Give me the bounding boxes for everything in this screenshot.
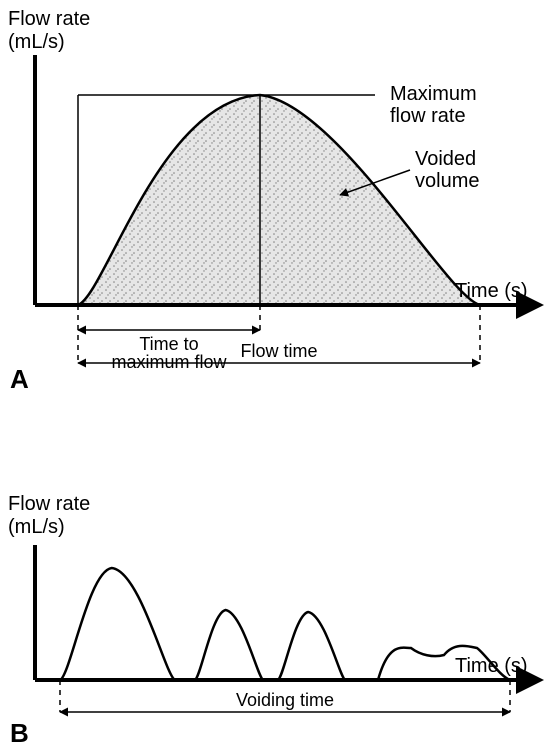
ttm-label-1: Time to: [139, 334, 198, 354]
y-axis-label-line2: (mL/s): [8, 31, 65, 53]
hump-3: [278, 612, 345, 680]
y-axis-label-line1: Flow rate: [8, 8, 90, 30]
x-axis-label: Time (s): [455, 280, 528, 302]
panel-b: Flow rate(mL/s) Time (s) Voiding time B: [8, 493, 530, 748]
voiding-time-label: Voiding time: [236, 690, 334, 710]
y-axis-label-b2: (mL/s): [8, 516, 65, 538]
max-flow-label-2: flow rate: [390, 105, 466, 127]
flow-time-label: Flow time: [240, 341, 317, 361]
hump-2: [195, 610, 263, 680]
hump-1: [60, 568, 175, 680]
max-flow-label-1: Maximum: [390, 83, 477, 105]
x-axis-label-b: Time (s): [455, 655, 528, 677]
panel-label-b: B: [10, 718, 29, 748]
voided-label-1: Voided: [415, 148, 476, 170]
y-axis-label-b1: Flow rate: [8, 493, 90, 515]
panel-label-a: A: [10, 364, 29, 394]
panel-a: Flow rate(mL/s) Time (s) Maximumflow rate V…: [8, 8, 530, 394]
voided-label-2: volume: [415, 170, 479, 192]
ttm-label-2: maximum flow: [111, 352, 227, 372]
